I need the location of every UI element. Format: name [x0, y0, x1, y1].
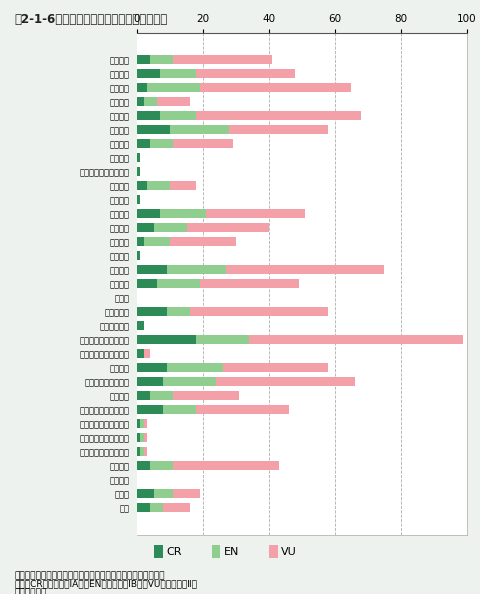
Bar: [196, 336, 249, 344]
Bar: [137, 462, 150, 470]
Bar: [153, 489, 173, 498]
Bar: [156, 279, 199, 288]
Bar: [229, 125, 327, 134]
Bar: [163, 406, 196, 414]
Bar: [140, 434, 144, 442]
Bar: [137, 377, 163, 386]
Bar: [137, 419, 140, 428]
Bar: [150, 462, 173, 470]
Bar: [144, 419, 147, 428]
Bar: [167, 364, 222, 372]
Bar: [199, 84, 350, 92]
Bar: [137, 210, 160, 218]
Bar: [147, 181, 170, 190]
Bar: [173, 462, 278, 470]
Bar: [249, 336, 462, 344]
Text: VU: VU: [281, 547, 297, 557]
Bar: [137, 321, 144, 330]
Bar: [170, 181, 196, 190]
Bar: [160, 210, 206, 218]
Bar: [144, 349, 150, 358]
Text: CR: CR: [166, 547, 181, 557]
Bar: [144, 447, 147, 456]
Bar: [160, 112, 196, 120]
Bar: [137, 308, 167, 316]
Bar: [137, 349, 144, 358]
Bar: [196, 112, 360, 120]
Bar: [196, 69, 295, 78]
Bar: [144, 97, 156, 106]
Bar: [173, 489, 199, 498]
Bar: [137, 140, 150, 148]
Bar: [137, 336, 196, 344]
Bar: [137, 364, 167, 372]
Bar: [137, 434, 140, 442]
Bar: [173, 391, 239, 400]
Bar: [137, 251, 140, 260]
Bar: [137, 168, 140, 176]
Bar: [147, 84, 199, 92]
Bar: [137, 97, 144, 106]
Bar: [137, 266, 167, 274]
Bar: [137, 223, 153, 232]
Text: 図2-1-6　絶滅危惧種の減少要因（昆虫類）: 図2-1-6 絶滅危惧種の減少要因（昆虫類）: [14, 13, 168, 26]
Bar: [137, 195, 140, 204]
Bar: [173, 55, 272, 64]
Bar: [137, 55, 150, 64]
Bar: [140, 447, 144, 456]
Bar: [167, 308, 190, 316]
Bar: [150, 55, 173, 64]
Bar: [137, 489, 153, 498]
Text: EN: EN: [223, 547, 239, 557]
Bar: [173, 140, 232, 148]
Bar: [170, 238, 235, 246]
Bar: [137, 391, 150, 400]
Bar: [137, 69, 160, 78]
Bar: [137, 125, 170, 134]
Bar: [137, 238, 144, 246]
Bar: [150, 503, 163, 512]
Bar: [163, 377, 216, 386]
Bar: [206, 210, 304, 218]
Bar: [222, 364, 327, 372]
Bar: [156, 97, 190, 106]
Bar: [137, 84, 147, 92]
Bar: [150, 140, 173, 148]
Bar: [186, 223, 268, 232]
Bar: [137, 447, 140, 456]
Bar: [137, 406, 163, 414]
Bar: [153, 223, 186, 232]
Bar: [216, 377, 354, 386]
Bar: [144, 434, 147, 442]
Bar: [137, 181, 147, 190]
Bar: [137, 112, 160, 120]
Bar: [137, 279, 156, 288]
Bar: [170, 125, 229, 134]
Bar: [150, 391, 173, 400]
Bar: [137, 503, 150, 512]
Text: 注１：横軸は種数。１種で複数の減少要因に該当する種がある: 注１：横軸は種数。１種で複数の減少要因に該当する種がある: [14, 571, 165, 580]
Bar: [137, 153, 140, 162]
Text: 資料：環境省: 資料：環境省: [14, 588, 47, 594]
Bar: [144, 238, 170, 246]
Text: ２：CR：絶滅危惧ⅠA類、EN：絶滅危惧ⅠB類、VU：絶滅危惧Ⅱ類: ２：CR：絶滅危惧ⅠA類、EN：絶滅危惧ⅠB類、VU：絶滅危惧Ⅱ類: [14, 580, 197, 589]
Bar: [163, 503, 190, 512]
Bar: [167, 266, 226, 274]
Bar: [199, 279, 298, 288]
Bar: [160, 69, 196, 78]
Bar: [190, 308, 327, 316]
Bar: [226, 266, 384, 274]
Bar: [196, 406, 288, 414]
Bar: [140, 419, 144, 428]
